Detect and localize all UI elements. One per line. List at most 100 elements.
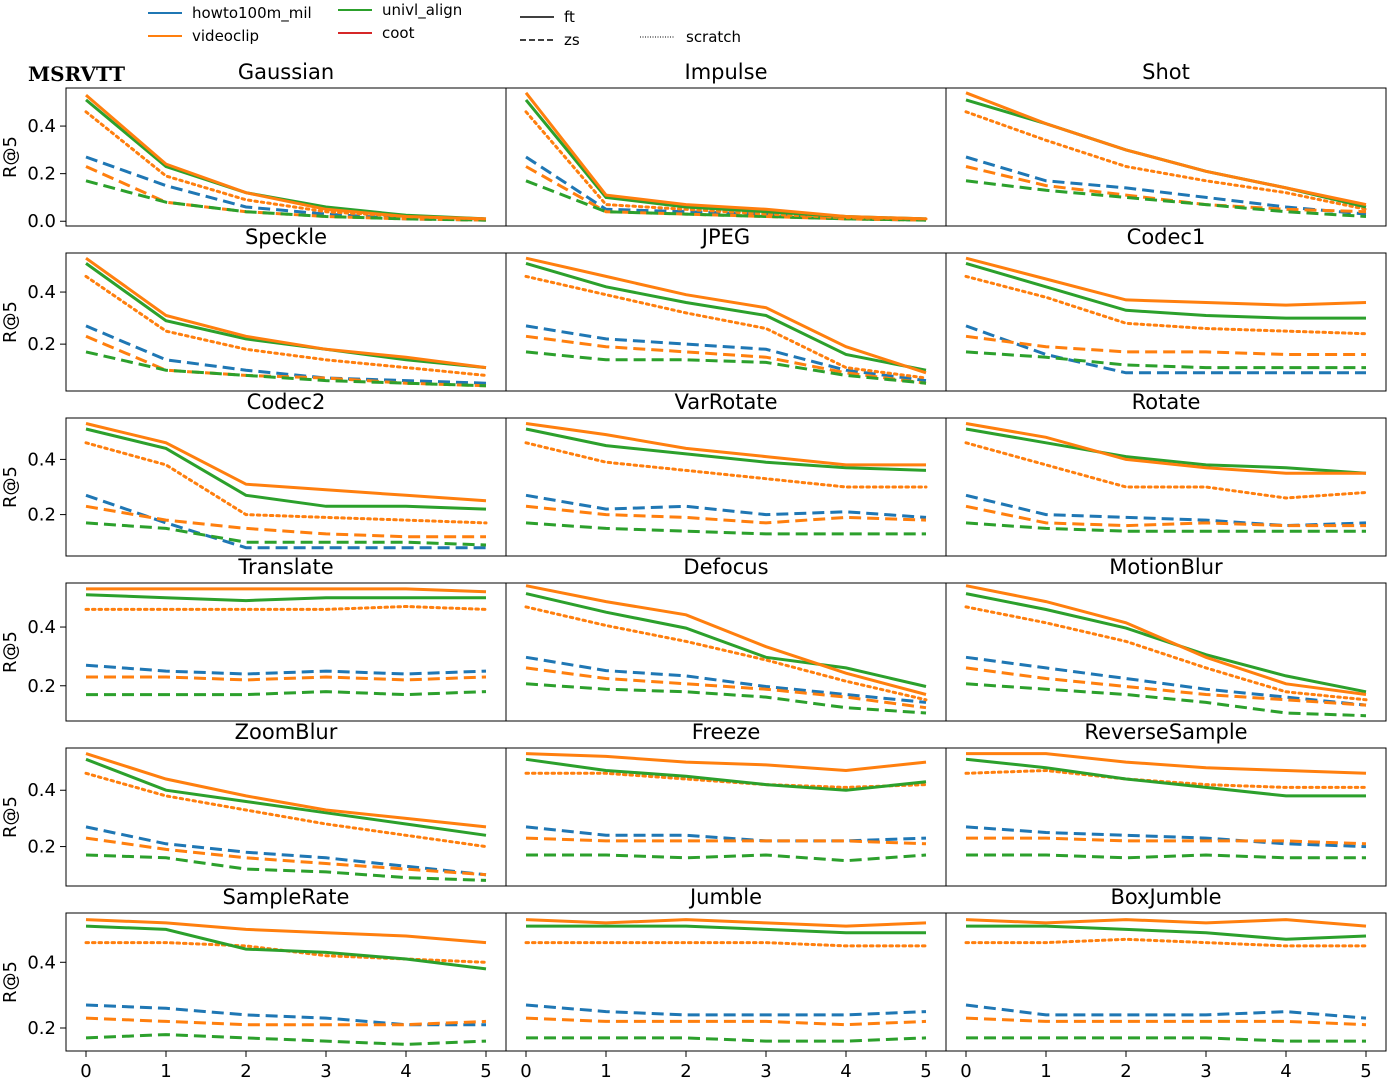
series-line-univl-align-zs	[525, 179, 927, 222]
panel-frame	[945, 417, 1387, 557]
series-line-videoclip-scratch	[964, 441, 1368, 500]
series-line-univl-align-zs	[85, 179, 487, 222]
x-tick-label: 0	[80, 1061, 91, 1080]
series-line-univl-align-zs	[965, 350, 1366, 370]
x-tick-label: 2	[1120, 1061, 1131, 1080]
series-line-videoclip-ft	[86, 587, 487, 594]
panel-varrotate: VarRotate	[505, 390, 947, 557]
series-line-univl-align-zs	[965, 682, 1367, 718]
series-line-videoclip-zs	[86, 675, 487, 682]
legend-label: ft	[564, 8, 575, 26]
panel-frame	[945, 252, 1387, 392]
series-line-univl-align-ft	[966, 924, 1367, 941]
legend-item-videoclip: videoclip	[148, 27, 259, 45]
x-tick-label: 1	[1040, 1061, 1051, 1080]
legend-label: scratch	[686, 28, 741, 46]
y-axis-label: R@5	[0, 961, 21, 1003]
series-line-videoclip-zs	[525, 504, 927, 525]
series-line-videoclip-zs	[85, 504, 486, 539]
series-line-univl-align-ft	[524, 98, 927, 221]
x-tick-label: 5	[920, 1061, 931, 1080]
panel-title: MotionBlur	[1109, 555, 1223, 579]
series-line-videoclip-scratch	[84, 110, 488, 221]
series-line-videoclip-zs	[85, 1016, 487, 1027]
legend-item-coot: coot	[338, 24, 415, 42]
panel-boxjumble: BoxJumble 0 1 2 3 4 5	[945, 885, 1387, 1080]
series-line-videoclip-ft	[525, 918, 927, 928]
series-line-howto100m-mil-zs	[965, 825, 1367, 849]
series-line-videoclip-scratch	[964, 605, 1368, 702]
series-line-videoclip-ft	[525, 584, 927, 696]
series-line-videoclip-ft	[525, 256, 927, 375]
series-line-videoclip-ft	[965, 91, 1367, 207]
series-line-videoclip-zs	[966, 836, 1367, 846]
series-line-videoclip-scratch	[524, 274, 928, 380]
panel-title: Gaussian	[238, 60, 334, 84]
series-line-howto100m-mil-zs	[965, 324, 1366, 375]
panel-motionblur: MotionBlur	[945, 555, 1387, 722]
series-line-videoclip-zs	[965, 504, 1366, 528]
series-line-univl-align-zs	[85, 853, 487, 882]
series-line-videoclip-scratch	[524, 605, 928, 702]
series-line-howto100m-mil-zs	[965, 655, 1367, 707]
legend-item-ft: ft	[520, 8, 575, 26]
y-tick-label: 0.2	[27, 676, 56, 697]
panel-title: Codec2	[247, 390, 326, 414]
y-tick-label: 0.2	[27, 505, 56, 526]
panel-title: VarRotate	[675, 390, 778, 414]
legend-item-univl_align: univl_align	[338, 1, 462, 20]
series-line-videoclip-ft	[965, 918, 1367, 928]
series-line-videoclip-scratch	[524, 941, 928, 948]
series-line-howto100m-mil-zs	[85, 663, 487, 676]
series-line-videoclip-zs	[85, 165, 487, 222]
series-line-videoclip-ft	[85, 256, 487, 370]
y-tick-label: 0.4	[27, 617, 56, 638]
x-tick-label: 2	[680, 1061, 691, 1080]
series-line-videoclip-scratch	[964, 768, 1368, 789]
panel-frame	[505, 252, 947, 392]
y-tick-label: 0.4	[27, 952, 56, 973]
series-line-howto100m-mil-zs	[525, 1003, 927, 1017]
series-line-videoclip-scratch	[524, 441, 928, 489]
series-line-univl-align-zs	[85, 521, 487, 547]
panel-frame	[65, 912, 507, 1052]
series-line-univl-align-zs	[966, 853, 1366, 860]
y-tick-label: 0.4	[27, 282, 56, 303]
x-tick-label: 1	[600, 1061, 611, 1080]
panel-reversesample: ReverseSample	[945, 720, 1387, 887]
panel-title: Freeze	[692, 720, 761, 744]
x-tick-label: 3	[760, 1061, 771, 1080]
series-line-univl-align-ft	[525, 757, 927, 792]
panel-title: Jumble	[688, 885, 762, 909]
series-line-howto100m-mil-zs	[85, 493, 486, 550]
y-axis-label: R@5	[0, 631, 21, 673]
panel-title: ReverseSample	[1084, 720, 1247, 744]
panel-impulse: Impulse	[505, 60, 947, 227]
legend-label: coot	[382, 24, 415, 42]
series-line-howto100m-mil-zs	[85, 324, 487, 385]
x-tick-label: 4	[400, 1061, 411, 1080]
series-line-videoclip-scratch	[964, 110, 1368, 211]
series-line-videoclip-ft	[965, 584, 1367, 696]
dataset-label: MSRVTT	[28, 62, 125, 86]
series-line-videoclip-ft	[85, 918, 487, 945]
y-tick-label: 0.2	[27, 164, 56, 185]
panel-frame	[945, 582, 1387, 722]
x-tick-label: 0	[520, 1061, 531, 1080]
panel-title: Translate	[237, 555, 333, 579]
panel-title: BoxJumble	[1110, 885, 1221, 909]
panels-grid: Gaussian 0.0 0.2 0.4 R@5 Impulse Shot Speckle 0.…	[0, 60, 1387, 1080]
legend-item-zs: zs	[520, 31, 580, 49]
x-tick-label: 5	[1360, 1061, 1371, 1080]
y-axis-label: R@5	[0, 136, 21, 178]
legend-item-scratch: scratch	[640, 28, 741, 46]
series-line-videoclip-ft	[85, 752, 487, 829]
series-line-univl-align-zs	[86, 690, 487, 697]
series-line-univl-align-zs	[526, 1036, 927, 1043]
series-line-videoclip-ft	[85, 93, 487, 221]
legend-item-howto100m_mil: howto100m_mil	[148, 4, 312, 23]
series-line-univl-align-zs	[966, 1036, 1366, 1043]
series-line-videoclip-ft	[524, 91, 927, 221]
x-tick-label: 4	[840, 1061, 851, 1080]
